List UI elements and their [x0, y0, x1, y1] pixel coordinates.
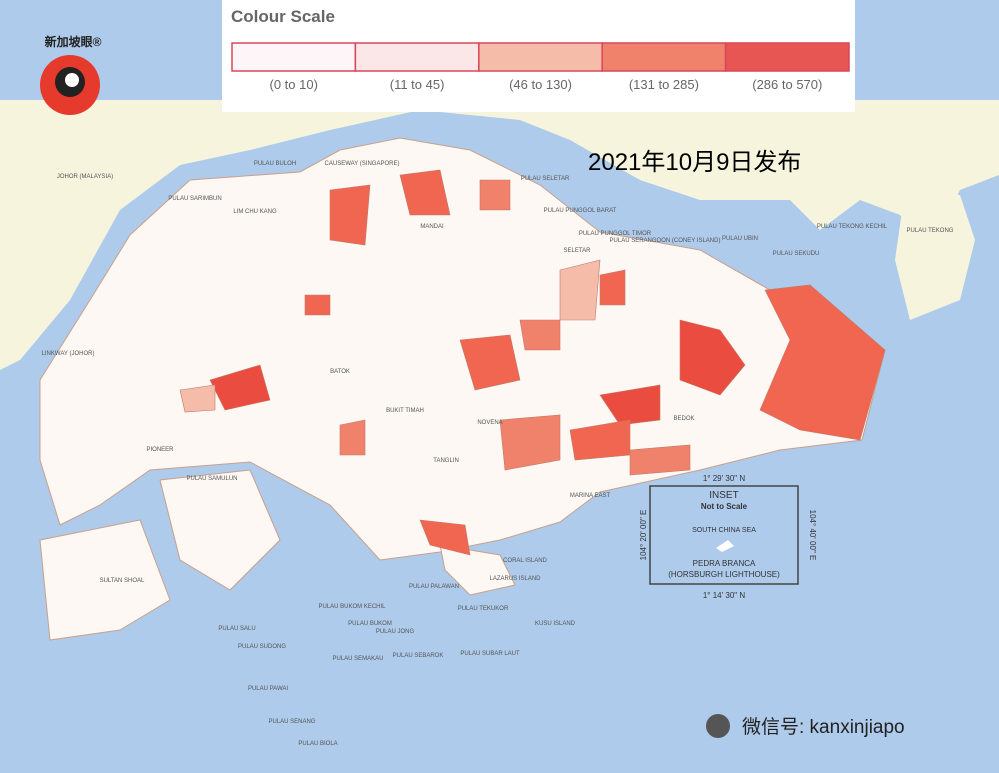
inset-island: PEDRA BRANCA — [693, 559, 756, 568]
place-label: PULAU BUKOM — [348, 621, 392, 627]
place-label: PULAU SEKUDU — [773, 251, 820, 257]
legend-label: (131 to 285) — [629, 77, 699, 92]
place-labels: JOHOR (MALAYSIA) PULAU BULOH CAUSEWAY (S… — [42, 161, 954, 747]
place-label: PULAU BIOLA — [298, 741, 337, 747]
place-label: LINKWAY (JOHOR) — [42, 351, 95, 357]
place-label: SULTAN SHOAL — [100, 578, 145, 584]
place-label: KUSU ISLAND — [535, 621, 576, 627]
legend-swatch — [354, 42, 480, 72]
legend-label: (46 to 130) — [509, 77, 572, 92]
place-label: PULAU JONG — [376, 629, 415, 635]
zones — [179, 169, 886, 556]
legend-swatch — [231, 42, 357, 72]
place-label: PULAU TEKONG KECHIL — [817, 224, 888, 230]
place-label: PULAU BUKOM KECHIL — [318, 604, 386, 610]
watermark: 微信号: kanxinjiapo — [706, 714, 905, 738]
inset-subtitle: Not to Scale — [701, 502, 748, 511]
legend-title: Colour Scale — [231, 7, 335, 26]
malaysia-land — [895, 190, 975, 320]
place-label: JOHOR (MALAYSIA) — [57, 174, 113, 180]
place-label: BUKIT TIMAH — [386, 408, 424, 414]
place-label: TANGLIN — [433, 458, 459, 464]
place-label: PULAU SELETAR — [521, 176, 570, 182]
place-label: PULAU SUDONG — [238, 644, 286, 650]
jurong-island — [159, 469, 281, 591]
place-label: BATOK — [330, 369, 350, 375]
legend-label: (11 to 45) — [390, 77, 445, 92]
place-label: LAZARUS ISLAND — [489, 576, 541, 582]
place-label: MANDAI — [420, 224, 444, 230]
place-label: PULAU SAMULUN — [186, 476, 237, 482]
place-label: MARINA EAST — [570, 493, 611, 499]
inset-lon-right: 104° 40' 00" E — [808, 510, 817, 561]
legend-label: (0 to 10) — [269, 77, 317, 92]
inset-sea: SOUTH CHINA SEA — [692, 527, 756, 534]
date-note: 2021年10月9日发布 — [588, 149, 801, 176]
legend-swatch — [478, 42, 603, 72]
legend-swatch — [724, 42, 850, 72]
inset-lat-top: 1° 29' 30" N — [703, 474, 745, 483]
legend-swatch — [601, 42, 727, 72]
place-label: PULAU SALU — [218, 626, 255, 632]
place-label: CAUSEWAY (SINGAPORE) — [325, 161, 400, 167]
inset: 1° 29' 30" N 1° 14' 30" N 104° 20' 00" E… — [639, 474, 817, 600]
place-label: PULAU PALAWAN — [409, 584, 459, 590]
place-label: SELETAR — [564, 248, 592, 254]
place-label: PULAU SEBAROK — [393, 653, 444, 659]
place-label: PULAU UBIN — [722, 236, 758, 242]
place-label: PULAU SEMAKAU — [332, 656, 383, 662]
place-label: PULAU PAWAI — [248, 686, 288, 692]
place-label: PULAU PUNGGOL TIMOR — [579, 231, 652, 237]
place-label: PULAU TEKONG — [907, 228, 954, 234]
inset-title: INSET — [709, 490, 738, 501]
place-label: PULAU BULOH — [254, 161, 296, 167]
malaysia-land — [0, 100, 999, 370]
place-label: CORAL ISLAND — [503, 558, 547, 564]
sentosa — [439, 544, 516, 596]
inset-lon-left: 104° 20' 00" E — [639, 510, 648, 561]
logo: 新加坡眼® — [40, 34, 102, 115]
place-label: BEDOK — [673, 416, 694, 422]
place-label: PULAU PUNGGOL BARAT — [544, 208, 617, 214]
legend-items: (0 to 10) (11 to 45) (46 to 130) (131 to 28… — [231, 42, 850, 92]
place-label: PIONEER — [146, 447, 174, 453]
legend-label: (286 to 570) — [752, 77, 822, 92]
inset-lighthouse: (HORSBURGH LIGHTHOUSE) — [668, 570, 780, 579]
logo-text: 新加坡眼® — [45, 34, 102, 49]
place-label: LIM CHU KANG — [233, 209, 277, 215]
place-label: PULAU SERANGOON (CONEY ISLAND) — [610, 238, 721, 244]
jurong-reclaimed — [39, 519, 171, 641]
place-label: NOVENA — [477, 420, 502, 426]
place-label: PULAU SUBAR LAUT — [460, 651, 520, 657]
place-label: PULAU SARIMBUN — [168, 196, 221, 202]
place-label: PULAU SENANG — [268, 719, 315, 725]
inset-lat-bottom: 1° 14' 30" N — [703, 591, 745, 600]
place-label: PULAU TEKUKOR — [458, 606, 509, 612]
watermark-text: 微信号: kanxinjiapo — [742, 716, 905, 738]
